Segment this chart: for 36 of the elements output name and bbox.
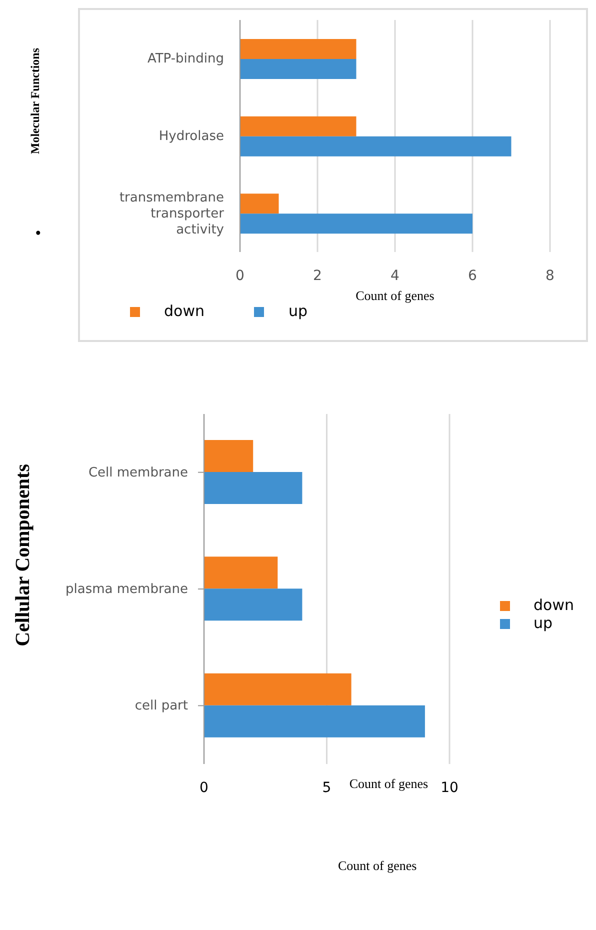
y-axis-title: Cellular Components [12, 464, 35, 646]
y-tick-label: ATP-binding [147, 52, 224, 67]
y-tick-label: Hydrolase [158, 129, 224, 144]
bar [204, 673, 352, 706]
x-axis-title: Count of genes [356, 288, 434, 303]
y-tick-label: Cell membrane [88, 465, 188, 480]
x-axis-title: Count of genes [349, 776, 428, 791]
bar [240, 214, 472, 234]
y-tick-label: transmembrane transporter activity [119, 190, 225, 238]
x-tick-label: 2 [313, 268, 322, 284]
bar [240, 136, 512, 156]
bar [204, 440, 254, 472]
bar [204, 705, 425, 738]
y-axis-title: Molecular Functions [28, 48, 43, 154]
x-tick-label: 0 [236, 268, 244, 284]
bar [240, 59, 356, 79]
bar [240, 116, 356, 136]
text: Count of genes [338, 858, 417, 874]
bar [204, 472, 302, 504]
x-tick-label: 5 [322, 780, 332, 796]
x-tick-label: 8 [546, 268, 554, 284]
x-tick-label: 6 [468, 268, 478, 284]
text: • [34, 226, 42, 242]
x-tick-label: 10 [440, 780, 458, 796]
y-tick-label: plasma membrane [66, 582, 188, 597]
bar [240, 39, 356, 59]
y-tick-label: cell part [134, 698, 188, 714]
bar [204, 588, 302, 621]
legend-label: up [534, 614, 553, 632]
x-tick-label: 4 [390, 268, 400, 284]
x-tick-label: 0 [200, 780, 208, 796]
bar [240, 194, 279, 214]
bar [204, 556, 278, 589]
legend-label: down [164, 302, 204, 320]
legend-label: down [534, 596, 574, 614]
legend-label: up [288, 302, 308, 320]
